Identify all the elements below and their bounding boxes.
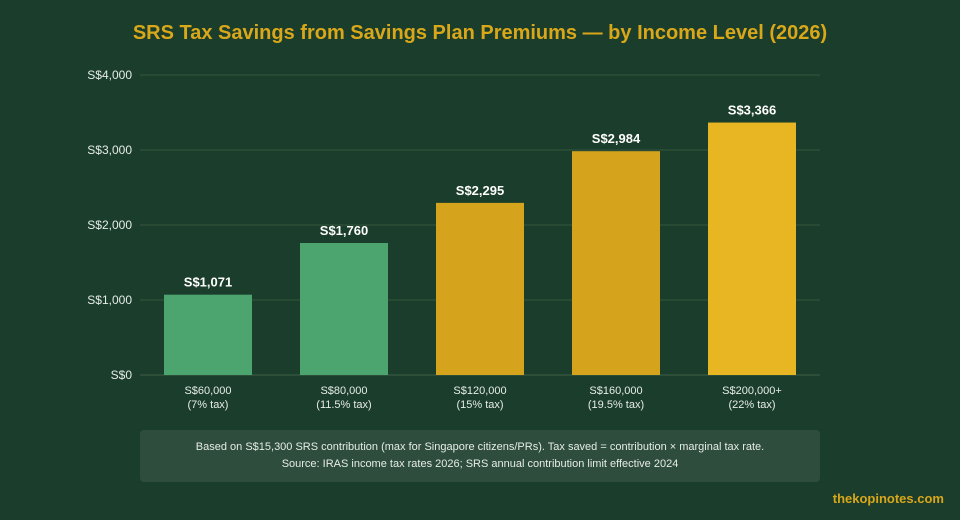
x-tick-label: S$160,000: [589, 385, 642, 397]
y-tick-label: S$4,000: [87, 68, 132, 82]
bar-value-label: S$3,366: [728, 103, 776, 118]
footnote-line-2: Source: IRAS income tax rates 2026; SRS …: [281, 458, 679, 470]
x-tick-label: (22% tax): [728, 399, 775, 411]
site-watermark: thekopinotes.com: [832, 491, 944, 506]
x-tick-label: S$60,000: [184, 385, 231, 397]
bar: [436, 202, 524, 375]
footnote-box: Based on S$15,300 SRS contribution (max …: [140, 430, 820, 482]
chart-title: SRS Tax Savings from Savings Plan Premiu…: [132, 22, 828, 44]
bar: [708, 122, 796, 375]
x-tick-label: S$120,000: [453, 385, 506, 397]
y-tick-label: S$3,000: [87, 143, 132, 157]
x-tick-label: (7% tax): [188, 399, 229, 411]
bar-value-label: S$2,295: [456, 183, 504, 198]
x-tick-label: (19.5% tax): [588, 399, 644, 411]
bar-value-label: S$2,984: [592, 131, 641, 146]
bar: [300, 243, 388, 375]
y-tick-label: S$1,000: [87, 293, 132, 307]
bar-value-label: S$1,760: [320, 223, 368, 238]
x-tick-label: S$200,000+: [722, 385, 782, 397]
x-tick-label: S$80,000: [320, 385, 367, 397]
y-tick-label: S$2,000: [87, 218, 132, 232]
footnote-line-1: Based on S$15,300 SRS contribution (max …: [195, 441, 765, 453]
x-tick-label: (15% tax): [456, 399, 503, 411]
bar: [164, 294, 252, 375]
y-tick-label: S$0: [111, 368, 133, 382]
x-tick-label: (11.5% tax): [316, 399, 371, 411]
bar: [572, 151, 660, 375]
bar-chart: S$0 S$1,000 S$2,000 S$3,000 S$4,000 S$1,071 S$…: [87, 68, 820, 411]
bar-value-label: S$1,071: [184, 275, 232, 290]
